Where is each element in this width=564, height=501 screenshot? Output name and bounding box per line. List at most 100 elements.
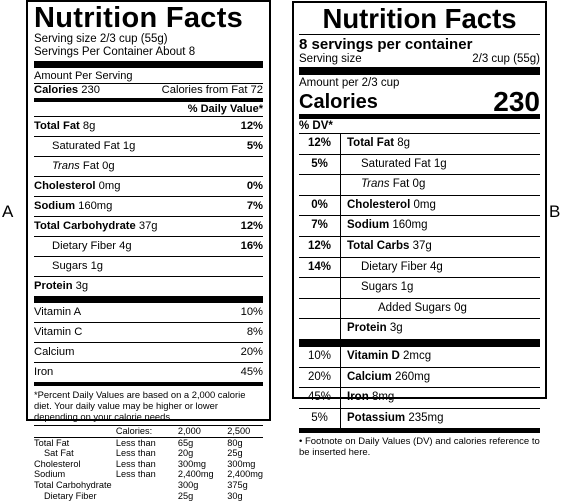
vitamin-amount: 8mg — [371, 391, 395, 404]
nutrient-amount: 1g — [433, 157, 447, 170]
label-b-title: Nutrition Facts — [322, 3, 517, 34]
label-a-nutrient-row: Protein 3g — [34, 276, 263, 296]
dv-table-cell: 2,500 — [227, 426, 251, 436]
dv-table-cell: 300g — [177, 479, 199, 490]
dv-table-cell: Cholesterol — [34, 458, 81, 469]
nutrient-amount: 8g — [397, 137, 411, 149]
label-a-dv-table: Calories: 2,000 2,500 Total Fat Less tha… — [34, 426, 263, 501]
vitamin-dv: 8% — [246, 326, 263, 338]
dv-table-cell: Sat Fat — [44, 448, 74, 459]
dv-table-cell — [116, 480, 168, 491]
nutrient-name: Dietary Fiber — [361, 260, 427, 273]
nutrient-amount: 0mg — [413, 198, 436, 211]
dv-table-cell: Less than — [115, 448, 156, 459]
nutrient-name: Sugars — [52, 260, 88, 272]
label-a-nutrient-row: Trans Fat 0g — [34, 156, 263, 176]
nutrient-dv — [299, 278, 341, 298]
vitamin-name: Vitamin C — [34, 326, 83, 338]
nutrient-dv: 0% — [246, 180, 263, 192]
dv-table-cell: 80g — [227, 437, 243, 448]
nutrient-name: Sugars — [361, 281, 398, 294]
dv-table-cell: 30g — [227, 490, 243, 501]
vitamin-dv: 45% — [299, 388, 341, 408]
nutrient-dv — [299, 319, 341, 339]
nutrient-name: Dietary Fiber — [52, 240, 117, 252]
label-b-marker: B — [549, 202, 561, 221]
label-a-thick-divider — [34, 296, 263, 303]
label-b-nutrient-row: 12% Total Fat 8g — [299, 133, 540, 154]
dv-table-row: Sodium Less than 2,400mg 2,400mg — [34, 469, 263, 480]
vitamin-amount: 260mg — [394, 370, 431, 383]
dv-table-cell: 2,400mg — [177, 469, 214, 480]
nutrient-amount: 1g — [400, 281, 414, 294]
nutrient-name: Total Carbs — [347, 239, 410, 252]
vitamin-name: Calcium — [347, 370, 392, 383]
label-a-marker: A — [2, 202, 14, 221]
vitamin-name: Potassium — [347, 411, 406, 424]
vitamin-name: Vitamin A — [34, 306, 82, 318]
label-b-footnote: • Footnote on Daily Values (DV) and calo… — [299, 436, 540, 459]
nutrient-name: Sodium — [347, 219, 390, 232]
dv-table-cell: 300mg — [177, 458, 206, 469]
nutrient-name: Trans — [361, 178, 390, 191]
label-b-nutrient-row: Added Sugars 0g — [299, 297, 540, 319]
nutrient-name: Trans — [52, 160, 80, 172]
label-a-vitamin-row: Vitamin A 10% — [34, 303, 263, 322]
label-a-calories-row: Calories 230 Calories from Fat 72 — [34, 83, 263, 97]
label-a-nutrient-row: Dietary Fiber 4g 16% — [34, 236, 263, 256]
vitamin-dv: 45% — [240, 366, 263, 378]
nutrient-name: Protein — [347, 322, 387, 335]
label-b-serving-size-row: Serving size 2/3 cup (55g) — [299, 53, 540, 66]
dv-table-cell: Total Carbohydrate — [34, 479, 112, 490]
dv-table-cell: Dietary Fiber — [44, 490, 97, 501]
vitamin-name: Iron — [34, 366, 54, 378]
label-a-calories-label: Calories — [34, 84, 79, 96]
label-a-vitamin-row: Iron 45% — [34, 362, 263, 382]
dv-table-cell: Less than — [115, 437, 156, 448]
vitamin-name: Vitamin D — [347, 349, 400, 362]
label-b-serving-size-label: Serving size — [299, 53, 362, 65]
nutrient-dv: 7% — [246, 200, 263, 212]
vitamin-dv: 10% — [240, 306, 263, 318]
nutrient-amount: 4g — [430, 260, 443, 273]
label-a-divider — [34, 98, 263, 102]
label-b-nutrient-row: 7% Sodium 160mg — [299, 215, 540, 236]
label-b-calories-label: Calories — [299, 91, 378, 113]
dv-table-cell — [116, 491, 168, 501]
dv-table-cell: 25g — [177, 490, 194, 501]
label-a-nutrient-row: Sugars 1g — [34, 256, 263, 276]
nutrient-dv — [299, 175, 341, 195]
label-a-nutrient-row: Total Fat 8g 12% — [34, 116, 263, 136]
label-a-calories-from-fat: Calories from Fat 72 — [161, 84, 263, 96]
label-b-vitamin-row: 5% Potassium 235mg — [299, 407, 540, 429]
nutrient-dv: 12% — [299, 134, 341, 154]
nutrient-dv: 0% — [299, 195, 341, 216]
dv-table-cell: Less than — [115, 469, 156, 480]
nutrient-name: Sodium — [34, 200, 76, 212]
label-b-servings: 8 servings per container — [299, 34, 540, 53]
nutrient-dv: 5% — [299, 154, 341, 175]
vitamin-dv: 20% — [240, 346, 263, 358]
dv-table-cell: 65g — [177, 437, 194, 448]
label-a-servings-per-container: Servings Per Container About 8 — [34, 46, 196, 58]
label-a-nutrient-row: Total Carbohydrate 37g 12% — [34, 216, 263, 236]
vitamin-name: Calcium — [34, 346, 75, 358]
nutrient-dv: 16% — [240, 240, 263, 252]
label-b-nutrient-row: 14% Dietary Fiber 4g — [299, 256, 540, 278]
label-a-calories-value: 230 — [81, 84, 100, 96]
nutrient-name: Saturated Fat — [361, 157, 431, 170]
dv-table-header: Calories: 2,000 2,500 — [34, 426, 263, 437]
nutrient-name: Saturated Fat — [52, 140, 120, 152]
label-b-calories-value: 230 — [493, 86, 540, 117]
nutrient-name: Cholesterol — [34, 180, 96, 192]
label-b-serving-size-value: 2/3 cup (55g) — [472, 53, 540, 65]
dv-table-cell: Calories: — [115, 426, 153, 436]
label-a-nutrient-row: Sodium 160mg 7% — [34, 196, 263, 216]
label-b-nutrient-row: 0% Cholesterol 0mg — [299, 194, 540, 216]
vitamin-amount: 235mg — [408, 411, 444, 424]
dv-table-cell: Total Fat — [34, 437, 70, 448]
label-a-vitamin-row: Calcium 20% — [34, 342, 263, 362]
nutrient-dv — [299, 298, 341, 319]
nutrient-amount: 160mg — [78, 200, 113, 212]
dv-table-row: Total Fat Less than 65g 80g — [34, 437, 263, 448]
